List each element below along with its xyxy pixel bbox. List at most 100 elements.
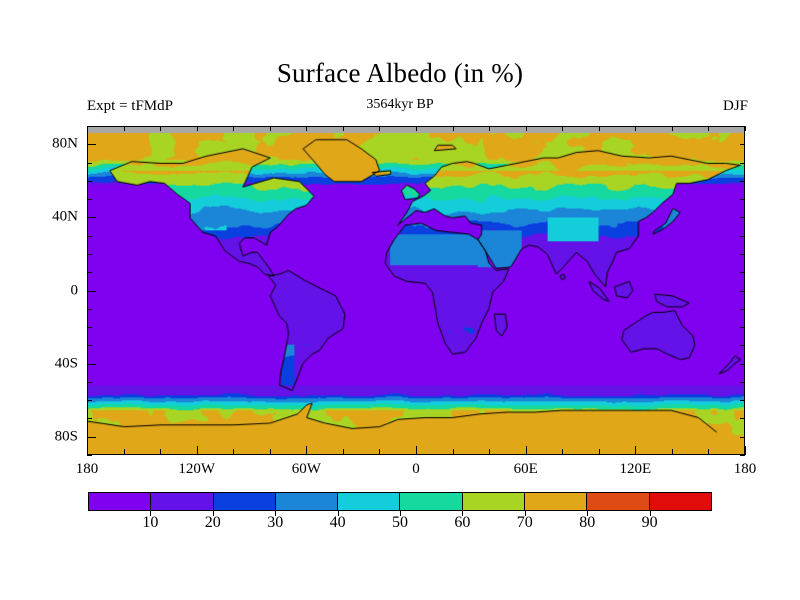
colorbar-tick — [524, 511, 526, 516]
colorbar-tick-label: 30 — [267, 514, 284, 531]
x-axis-minor-tick — [197, 126, 198, 131]
colorbar-tick-label: 40 — [329, 514, 346, 531]
x-axis-minor-tick — [233, 449, 234, 455]
x-axis-minor-tick — [489, 126, 490, 131]
x-axis-minor-tick — [233, 126, 234, 131]
y-axis-minor-tick — [740, 400, 745, 401]
colorbar-tick — [212, 511, 214, 516]
x-axis-major-tick — [745, 446, 746, 455]
x-axis-minor-tick — [416, 126, 417, 131]
x-axis-minor-tick — [526, 126, 527, 131]
y-axis-minor-tick — [87, 382, 92, 383]
x-axis-minor-tick — [379, 126, 380, 131]
x-axis-minor-tick — [599, 449, 600, 455]
y-axis-minor-tick — [740, 364, 745, 365]
x-axis-minor-tick — [160, 126, 161, 131]
x-axis-minor-tick — [562, 126, 563, 131]
y-axis-minor-tick — [740, 181, 745, 182]
x-axis-major-tick — [635, 446, 636, 455]
y-axis-major-tick — [87, 437, 96, 438]
x-axis-minor-tick — [87, 126, 88, 131]
x-axis-minor-tick — [672, 449, 673, 455]
y-axis-minor-tick — [740, 217, 745, 218]
y-axis-major-tick — [87, 364, 96, 365]
x-axis-tick-label: 120W — [178, 461, 215, 477]
y-axis-major-tick — [87, 291, 96, 292]
y-axis-minor-tick — [87, 327, 92, 328]
y-axis-minor-tick — [740, 126, 745, 127]
y-axis-minor-tick — [87, 199, 92, 200]
x-axis-minor-tick — [306, 126, 307, 131]
x-axis-minor-tick — [343, 449, 344, 455]
x-axis-minor-tick — [708, 126, 709, 131]
x-axis-minor-tick — [343, 126, 344, 131]
y-axis-minor-tick — [740, 382, 745, 383]
y-axis-minor-tick — [87, 272, 92, 273]
colorbar-tick-label: 20 — [204, 514, 221, 531]
x-axis-major-tick — [197, 446, 198, 455]
y-axis-minor-tick — [740, 455, 745, 456]
colorbar-tick — [649, 511, 651, 516]
colorbar-tick — [337, 511, 339, 516]
colorbar-tick-label: 80 — [579, 514, 596, 531]
y-axis-minor-tick — [740, 236, 745, 237]
x-axis-minor-tick — [599, 126, 600, 131]
time-label: 3564kyr BP — [366, 97, 434, 112]
x-axis-minor-tick — [270, 126, 271, 131]
y-axis-minor-tick — [740, 418, 745, 419]
colorbar-tick — [150, 511, 152, 516]
page-title: Surface Albedo (in %) — [276, 58, 524, 88]
x-axis-minor-tick — [708, 449, 709, 455]
colorbar-tick — [400, 511, 401, 516]
colorbar-tick-label: 10 — [142, 514, 159, 531]
colorbar-tick-label: 60 — [454, 514, 471, 531]
x-axis-tick-label: 180 — [75, 461, 99, 477]
y-axis-minor-tick — [740, 291, 745, 292]
y-axis-minor-tick — [87, 163, 92, 164]
colorbar-tick-label: 70 — [516, 514, 533, 531]
colorbar-tick — [275, 511, 277, 516]
x-axis-minor-tick — [270, 449, 271, 455]
y-axis-minor-tick — [740, 327, 745, 328]
x-axis-minor-tick — [672, 126, 673, 131]
x-axis-minor-tick — [635, 126, 636, 131]
colorbar-band-20-30 — [212, 493, 275, 510]
colorbar — [88, 492, 712, 511]
x-axis-tick-label: 180 — [733, 461, 757, 477]
x-axis-major-tick — [526, 446, 527, 455]
colorbar-band-50-60 — [399, 493, 462, 510]
albedo-map-canvas — [88, 127, 744, 454]
y-axis-minor-tick — [87, 254, 92, 255]
y-axis-tick-label: 40S — [54, 355, 78, 372]
y-axis-minor-tick — [87, 345, 92, 346]
y-axis-major-tick — [87, 217, 96, 218]
colorbar-band-0-10 — [89, 493, 151, 510]
x-axis-minor-tick — [379, 449, 380, 455]
y-axis-minor-tick — [87, 400, 92, 401]
y-axis-tick-label: 80S — [54, 428, 78, 445]
map-plot-area — [87, 126, 745, 455]
x-axis-tick-label: 0 — [412, 461, 420, 477]
season-label: DJF — [722, 98, 748, 114]
x-axis-minor-tick — [124, 126, 125, 131]
x-axis-tick-label: 60E — [513, 461, 538, 477]
colorbar-band-40-50 — [337, 493, 400, 510]
y-axis-tick-label: 40N — [52, 208, 78, 225]
colorbar-band-90-100 — [648, 493, 711, 510]
colorbar-band-30-40 — [274, 493, 338, 510]
x-axis-tick-label: 120E — [619, 461, 652, 477]
x-axis-major-tick — [87, 446, 88, 455]
y-axis-minor-tick — [87, 309, 92, 310]
y-axis-major-tick — [87, 144, 96, 145]
colorbar-band-60-70 — [461, 493, 525, 510]
x-axis-minor-tick — [124, 449, 125, 455]
x-axis-major-tick — [306, 446, 307, 455]
y-axis-minor-tick — [740, 163, 745, 164]
x-axis-tick-label: 60W — [291, 461, 321, 477]
colorbar-tick — [587, 511, 589, 516]
y-axis-minor-tick — [740, 272, 745, 273]
y-axis-minor-tick — [740, 437, 745, 438]
colorbar-band-80-90 — [586, 493, 649, 510]
y-axis-minor-tick — [740, 199, 745, 200]
